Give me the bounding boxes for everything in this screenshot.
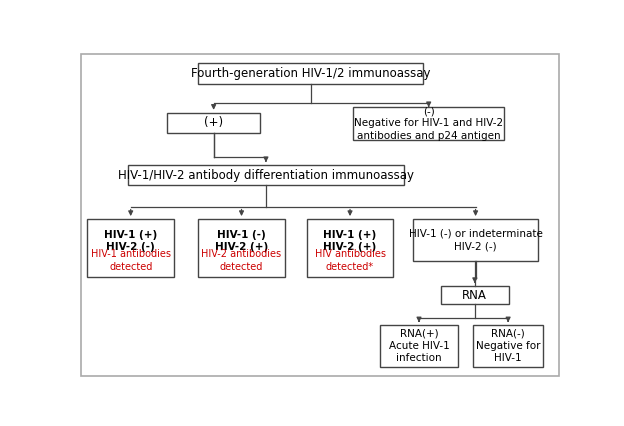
Bar	[353, 107, 504, 140]
Text: RNA(+)
Acute HIV-1
infection: RNA(+) Acute HIV-1 infection	[389, 328, 449, 363]
Bar	[129, 165, 404, 185]
Text: HIV-1 (+)
HIV-2 (+): HIV-1 (+) HIV-2 (+)	[323, 230, 377, 252]
Bar	[198, 219, 285, 277]
Text: HIV-1 (-) or indeterminate
HIV-2 (-): HIV-1 (-) or indeterminate HIV-2 (-)	[409, 229, 542, 251]
Bar	[306, 219, 393, 277]
Bar	[198, 63, 423, 84]
Bar	[441, 286, 509, 305]
Bar	[167, 113, 260, 133]
Text: RNA: RNA	[462, 289, 487, 302]
Text: HIV-2 antibodies
detected: HIV-2 antibodies detected	[202, 249, 281, 272]
Text: RNA(-)
Negative for
HIV-1: RNA(-) Negative for HIV-1	[476, 328, 540, 363]
Text: HIV antibodies
detected*: HIV antibodies detected*	[314, 249, 386, 272]
Text: HIV-1 antibodies
detected: HIV-1 antibodies detected	[90, 249, 171, 272]
Text: (-)
Negative for HIV-1 and HIV-2
antibodies and p24 antigen: (-) Negative for HIV-1 and HIV-2 antibod…	[354, 106, 503, 141]
Bar	[87, 219, 174, 277]
Text: HIV-1 (+)
HIV-2 (-): HIV-1 (+) HIV-2 (-)	[104, 230, 157, 252]
Text: HIV-1 (-)
HIV-2 (+): HIV-1 (-) HIV-2 (+)	[215, 230, 268, 252]
Text: Fourth-generation HIV-1/2 immunoassay: Fourth-generation HIV-1/2 immunoassay	[191, 67, 431, 80]
Bar	[380, 325, 458, 367]
Text: (+): (+)	[204, 116, 223, 129]
Text: HIV-1/HIV-2 antibody differentiation immunoassay: HIV-1/HIV-2 antibody differentiation imm…	[118, 169, 414, 181]
Bar	[473, 325, 543, 367]
Bar	[413, 219, 539, 261]
